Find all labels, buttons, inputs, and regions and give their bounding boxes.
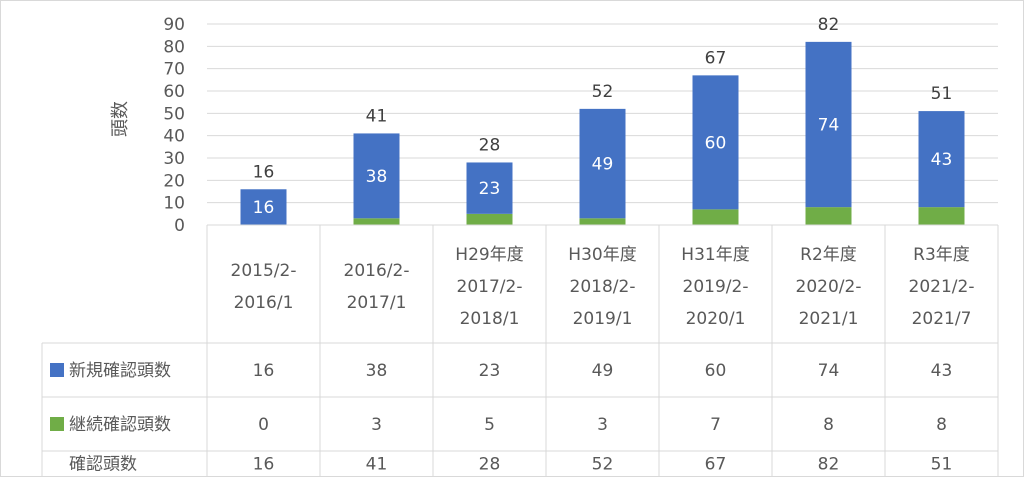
table-cell: 7 — [710, 415, 721, 435]
y-tick-label: 90 — [163, 15, 185, 35]
category-label: H30年度 — [568, 245, 636, 265]
table-cell: 3 — [371, 415, 382, 435]
table-cell: 82 — [818, 455, 840, 475]
bar-continuing — [353, 218, 400, 225]
table-cell: 5 — [484, 415, 495, 435]
y-axis-label: 頭数 — [110, 101, 131, 137]
category-label: H29年度 — [455, 245, 523, 265]
category-label: 2015/2- — [231, 261, 297, 281]
data-label-total: 52 — [592, 82, 614, 102]
legend-swatch — [50, 363, 64, 377]
data-table: 2015/2- 2016/1 2016/2- 2017/1 H29年度 2017/2- 20… — [41, 224, 999, 476]
category-label: 2021/2- — [909, 277, 975, 297]
data-label-total: 16 — [253, 162, 275, 182]
table-cell: 8 — [936, 415, 947, 435]
table-cell: 52 — [592, 455, 614, 475]
data-labels: 16 16 38 41 23 28 49 52 60 67 74 82 43 51 — [253, 15, 953, 218]
category-label: 2021/7 — [912, 309, 972, 329]
table-cell: 28 — [479, 455, 501, 475]
y-tick-label: 60 — [163, 82, 185, 102]
bar-continuing — [692, 209, 739, 225]
category-label: 2018/1 — [460, 309, 520, 329]
category-label: 2020/2- — [796, 277, 862, 297]
category-label: 2019/2- — [683, 277, 749, 297]
category-label: 2017/2- — [457, 277, 523, 297]
bar-continuing — [466, 213, 513, 225]
bars — [240, 41, 965, 225]
table-cell: 38 — [366, 361, 388, 381]
category-label: 2017/1 — [347, 293, 407, 313]
table-cell: 8 — [823, 415, 834, 435]
data-label-total: 28 — [479, 135, 501, 155]
bar-new — [579, 108, 626, 219]
y-tick-label: 50 — [163, 104, 185, 124]
legend-label: 確認頭数 — [69, 455, 137, 475]
data-label-total: 67 — [705, 48, 727, 68]
data-label-new: 23 — [479, 179, 501, 199]
y-tick-label: 0 — [174, 216, 185, 236]
data-label-new: 60 — [705, 133, 727, 153]
category-label: 2018/2- — [570, 277, 636, 297]
data-label-total: 41 — [366, 106, 388, 126]
table-cell: 74 — [818, 361, 840, 381]
category-label: 2016/1 — [234, 293, 294, 313]
y-tick-label: 30 — [163, 149, 185, 169]
bar-new — [918, 111, 965, 208]
bar-new — [805, 41, 852, 208]
table-cell: 3 — [597, 415, 608, 435]
bar-continuing — [918, 207, 965, 225]
bar-new — [466, 162, 513, 214]
category-label: 2016/2- — [344, 261, 410, 281]
table-cell: 41 — [366, 455, 388, 475]
legend-label: 新規確認頭数 — [69, 361, 171, 381]
y-tick-label: 40 — [163, 127, 185, 147]
bar-new — [353, 133, 400, 219]
table-cell: 49 — [592, 361, 614, 381]
category-label: 2019/1 — [573, 309, 633, 329]
table-cell: 43 — [931, 361, 953, 381]
data-label-new: 38 — [366, 167, 388, 187]
y-tick-label: 70 — [163, 60, 185, 80]
data-label-total: 82 — [818, 15, 840, 35]
table-cell: 67 — [705, 455, 727, 475]
data-label-new: 49 — [592, 155, 614, 175]
data-label-new: 43 — [931, 150, 953, 170]
data-label-total: 51 — [931, 84, 953, 104]
category-label: 2021/1 — [799, 309, 859, 329]
category-label: 2020/1 — [686, 309, 746, 329]
table-cell: 51 — [931, 455, 953, 475]
category-label: R3年度 — [913, 245, 970, 265]
table-cell: 16 — [253, 361, 275, 381]
bar-continuing — [579, 218, 626, 225]
bar-continuing — [805, 207, 852, 225]
y-tick-label: 20 — [163, 171, 185, 191]
y-tick-label: 80 — [163, 37, 185, 57]
bar-new — [692, 75, 739, 210]
table-cell: 60 — [705, 361, 727, 381]
y-tick-label: 10 — [163, 194, 185, 214]
table-cell: 16 — [253, 455, 275, 475]
data-label-new: 16 — [253, 198, 275, 218]
bar-new — [240, 189, 287, 225]
category-label: H31年度 — [681, 245, 749, 265]
legend-swatch — [50, 417, 64, 431]
table-cell: 0 — [258, 415, 269, 435]
category-label: R2年度 — [800, 245, 857, 265]
legend-label: 継続確認頭数 — [69, 415, 171, 435]
data-label-new: 74 — [818, 116, 840, 136]
table-cell: 23 — [479, 361, 501, 381]
